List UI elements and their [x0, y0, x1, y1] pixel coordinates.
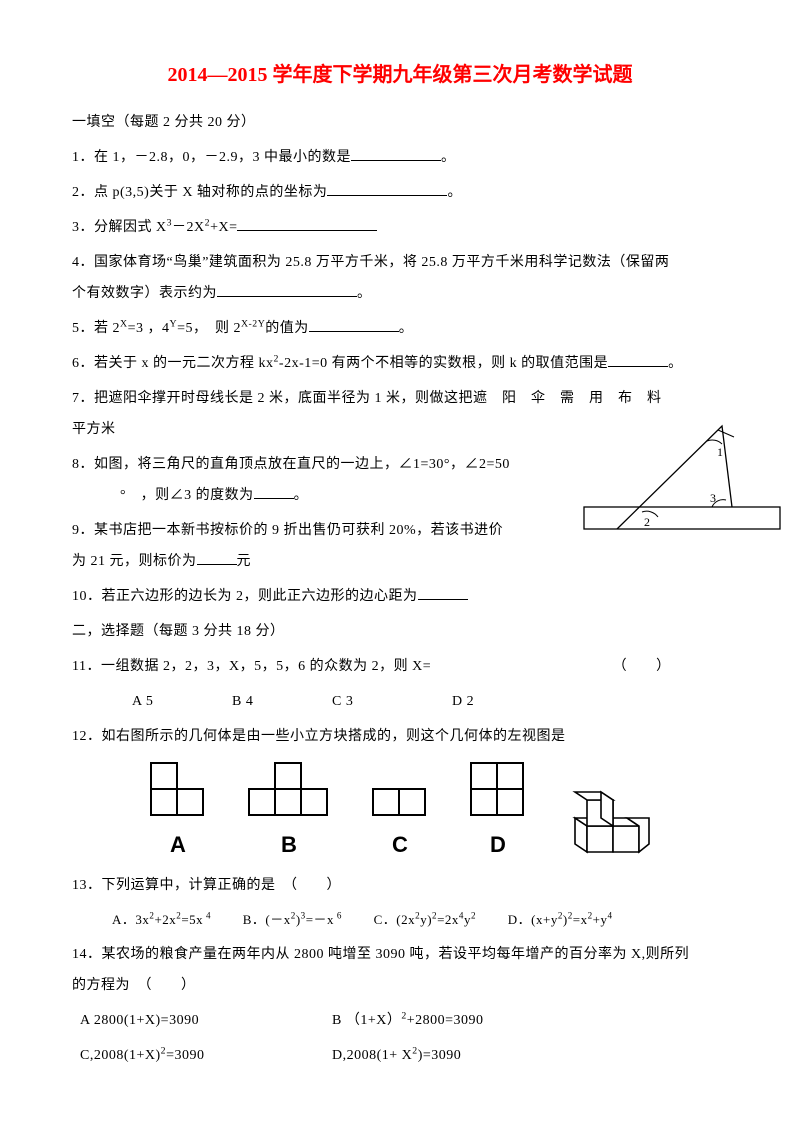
q13-opt-d: D．(x+y2)2=x2+y4: [508, 912, 613, 927]
q5-c: =5， 则 2: [177, 321, 241, 336]
q9-blank: [197, 551, 237, 565]
q3: 3．分解因式 X3－2X2+X=: [72, 217, 728, 238]
q5-b: =3 ，4: [128, 321, 170, 336]
q1: 1．在 1，－2.8，0，－2.9，3 中最小的数是 。: [72, 147, 728, 168]
q13-opt-a: A．3x2+2x2=5x 4: [112, 912, 211, 927]
q5-end: 。: [399, 321, 414, 336]
q7-line1: 7．把遮阳伞撑开时母线长是 2 米，底面半径为 1 米，则做这把遮 阳 伞 需 …: [72, 388, 728, 409]
q4-blank: [217, 283, 357, 297]
q12-label-c: C: [371, 828, 429, 861]
q8b-text: ° ，则∠3 的度数为: [120, 488, 254, 503]
q14-opt-a: A 2800(1+X)=3090: [72, 1010, 332, 1031]
q5-blank: [309, 318, 399, 332]
q4-end: 。: [357, 286, 372, 301]
q4-line1: 4．国家体育场“鸟巢”建筑面积为 25.8 万平方千米，将 25.8 万平方千米…: [72, 252, 728, 273]
q8-blank: [254, 485, 294, 499]
q14-opts-row1: A 2800(1+X)=3090 B （1+X）2+2800=3090: [72, 1010, 728, 1031]
q1-end: 。: [441, 150, 456, 165]
q9-line2: 为 21 元，则标价为 元: [72, 551, 728, 572]
q12-label-a: A: [149, 828, 207, 861]
q12-fig-3d: [567, 778, 651, 861]
q11-options: A 5 B 4 C 3 D 2: [72, 691, 728, 712]
page-title: 2014—2015 学年度下学期九年级第三次月考数学试题: [72, 60, 728, 90]
q14-line1: 14．某农场的粮食产量在两年内从 2800 吨增至 3090 吨，若设平均每年增…: [72, 944, 728, 965]
q3-a: 3．分解因式 X: [72, 220, 167, 235]
q13-opt-c: C．(2x2y)2=2x4y2: [374, 912, 476, 927]
section-1-header: 一填空（每题 2 分共 20 分）: [72, 112, 728, 133]
q5: 5．若 2X=3 ，4Y=5， 则 2X-2Y的值为。: [72, 318, 728, 339]
title-rest: 学年度下学期九年级第三次月考数学试题: [268, 64, 633, 86]
q6-b: -2x-1=0 有两个不相等的实数根，则 k 的取值范围是: [279, 356, 608, 371]
q11-opt-d: D 2: [452, 691, 474, 712]
q9b-text: 为 21 元，则标价为: [72, 554, 197, 569]
q4b-text: 个有效数字）表示约为: [72, 286, 217, 301]
q3-c: +X=: [210, 220, 237, 235]
q8-line1: 8．如图，将三角尺的直角顶点放在直尺的一边上，∠1=30°，∠2=50: [72, 454, 728, 475]
q12-fig-c: C: [371, 787, 429, 861]
q12-fig-a: A: [149, 761, 207, 861]
q13: 13．下列运算中，计算正确的是 （ ）: [72, 875, 728, 896]
q10-text: 10．若正六边形的边长为 2，则此正六边形的边心距为: [72, 589, 418, 604]
q3-blank: [237, 217, 377, 231]
q10: 10．若正六边形的边长为 2，则此正六边形的边心距为: [72, 586, 728, 607]
q12-fig-d: D: [469, 761, 527, 861]
q6-end: 。: [668, 356, 683, 371]
q1-blank: [351, 147, 441, 161]
q2: 2．点 p(3,5)关于 X 轴对称的点的坐标为 。: [72, 182, 728, 203]
q9b-end: 元: [237, 554, 252, 569]
q12-label-b: B: [247, 828, 331, 861]
q12-label-d: D: [469, 828, 527, 861]
q2-end: 。: [447, 185, 462, 200]
q2-blank: [327, 182, 447, 196]
q14-opt-d: D,2008(1+ X2)=3090: [332, 1045, 461, 1066]
q13-opt-b: B．(－x2)3=－x 6: [243, 912, 342, 927]
q6: 6．若关于 x 的一元二次方程 kx2-2x-1=0 有两个不相等的实数根，则 …: [72, 353, 728, 374]
q14-opt-c: C,2008(1+X)2=3090: [72, 1045, 332, 1066]
q13-options: A．3x2+2x2=5x 4 B．(－x2)3=－x 6 C．(2x2y)2=2…: [72, 910, 728, 930]
q6-a: 6．若关于 x 的一元二次方程 kx: [72, 356, 274, 371]
q1-text: 1．在 1，－2.8，0，－2.9，3 中最小的数是: [72, 150, 351, 165]
q14-opt-b: B （1+X）2+2800=3090: [332, 1010, 484, 1031]
q12: 12．如右图所示的几何体是由一些小立方块搭成的，则这个几何体的左视图是: [72, 726, 728, 747]
section-2-header: 二，选择题（每题 3 分共 18 分）: [72, 621, 728, 642]
q10-blank: [418, 586, 468, 600]
q12-fig-b: B: [247, 761, 331, 861]
q11-opt-a: A 5: [132, 691, 232, 712]
q2-text: 2．点 p(3,5)关于 X 轴对称的点的坐标为: [72, 185, 327, 200]
q12-figures: A B C D: [72, 761, 728, 861]
q4-line2: 个有效数字）表示约为 。: [72, 283, 728, 304]
q3-b: －2X: [172, 220, 205, 235]
q11-opt-c: C 3: [332, 691, 452, 712]
q14-opts-row2: C,2008(1+X)2=3090 D,2008(1+ X2)=3090: [72, 1045, 728, 1066]
q8-line2: ° ，则∠3 的度数为 。: [72, 485, 728, 506]
q11-opt-b: B 4: [232, 691, 332, 712]
title-year: 2014—2015: [168, 64, 268, 86]
q9-line1: 9．某书店把一本新书按标价的 9 折出售仍可获利 20%，若该书进价: [72, 520, 728, 541]
q14-line2: 的方程为 （ ）: [72, 975, 728, 996]
q8-end: 。: [294, 488, 309, 503]
q11: 11．一组数据 2，2，3，X，5，5，6 的众数为 2，则 X= （ ）: [72, 656, 728, 677]
q5-a: 5．若 2: [72, 321, 120, 336]
q5-d: 的值为: [265, 321, 309, 336]
q6-blank: [608, 353, 668, 367]
